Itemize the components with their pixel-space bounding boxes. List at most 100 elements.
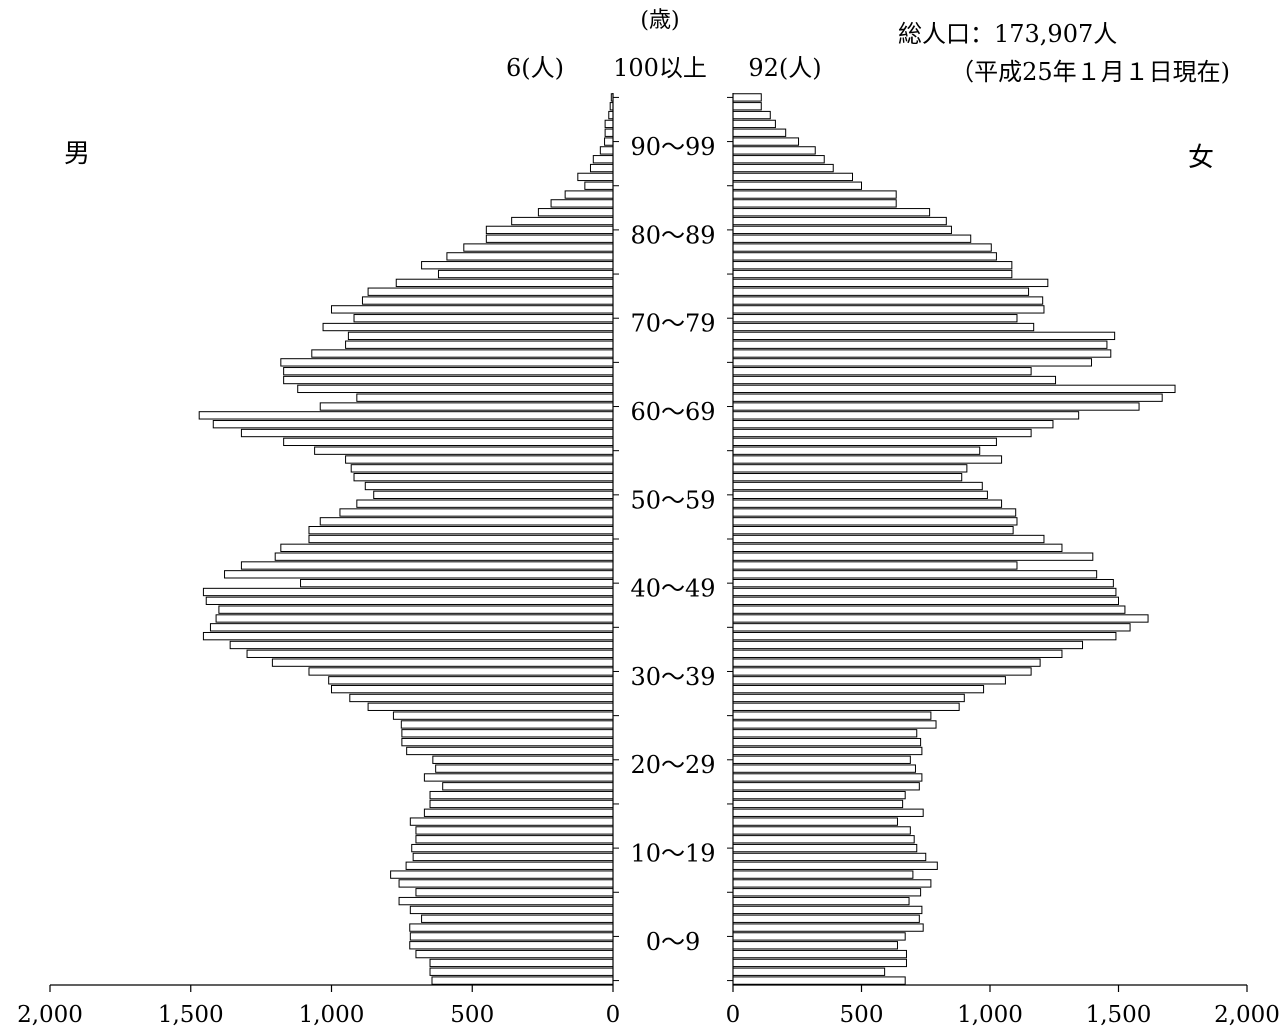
male-bar-age-28 xyxy=(401,729,614,738)
age-group-label-4: 40～49 xyxy=(630,575,715,603)
female-bar-age-55 xyxy=(732,490,988,500)
female-bar-age-77 xyxy=(732,296,1044,305)
female-bar-age-100 xyxy=(732,93,762,102)
female-bar-age-62 xyxy=(732,428,1032,438)
female-bar-age-68 xyxy=(732,375,1057,385)
male-bar-age-85 xyxy=(485,225,614,235)
male-bar-age-34 xyxy=(328,676,614,685)
female-bar-age-35 xyxy=(732,667,1032,676)
female-bar-age-75 xyxy=(732,314,1018,323)
female-bar-age-31 xyxy=(732,702,960,711)
female-bar-age-58 xyxy=(732,464,968,473)
total-population-label: 総人口：173,907人 xyxy=(898,20,1117,48)
female-bar-age-40 xyxy=(732,623,1131,632)
male-x-tick-label-0: 0 xyxy=(606,1002,621,1028)
female-bar-age-65 xyxy=(732,402,1140,411)
female-bar-age-96 xyxy=(732,128,787,137)
female-bar-age-53 xyxy=(732,508,1017,517)
age-group-label-8: 80～89 xyxy=(630,221,715,249)
female-bar-age-71 xyxy=(732,349,1112,358)
female-bar-age-81 xyxy=(732,261,1013,270)
male-bar-age-58 xyxy=(350,464,614,473)
female-bar-age-61 xyxy=(732,437,997,447)
female-bar-age-0 xyxy=(732,976,906,985)
male-bar-age-48 xyxy=(274,552,614,561)
male-bar-age-74 xyxy=(322,322,614,332)
female-top-value-label: 92(人) xyxy=(748,54,821,82)
male-bar-age-50 xyxy=(308,534,614,544)
female-bar-age-74 xyxy=(732,322,1035,332)
male-bar-age-70 xyxy=(280,358,614,367)
male-bar-age-52 xyxy=(319,517,614,526)
female-bar-age-56 xyxy=(732,481,983,491)
male-bar-age-81 xyxy=(421,261,614,270)
male-x-tick-label-1500: 1,500 xyxy=(158,1002,224,1028)
female-bar-age-73 xyxy=(732,331,1116,341)
male-bar-age-55 xyxy=(373,490,614,500)
female-bars xyxy=(732,93,1176,985)
female-bar-age-69 xyxy=(732,367,1032,376)
male-bar-age-95 xyxy=(604,137,614,146)
male-bar-age-42 xyxy=(218,605,614,614)
male-bar-age-59 xyxy=(345,455,614,464)
female-bar-age-83 xyxy=(732,243,992,252)
age-group-label-9: 90～99 xyxy=(630,133,715,161)
female-bar-age-67 xyxy=(732,384,1176,394)
male-bar-age-35 xyxy=(308,667,614,676)
female-bar-age-88 xyxy=(732,199,897,208)
male-bar-age-83 xyxy=(463,243,614,252)
female-bar-age-3 xyxy=(732,949,907,959)
male-bar-age-75 xyxy=(353,314,614,323)
female-bar-age-91 xyxy=(732,172,854,182)
female-bar-age-99 xyxy=(732,102,762,111)
female-bar-age-49 xyxy=(732,543,1063,552)
age-group-label-0: 0～9 xyxy=(646,928,701,956)
male-bar-age-1 xyxy=(429,967,614,976)
male-bar-age-84 xyxy=(485,234,614,243)
male-bar-age-18 xyxy=(409,817,614,826)
female-bar-age-50 xyxy=(732,534,1045,544)
female-bar-age-26 xyxy=(732,746,923,756)
male-bar-age-93 xyxy=(592,155,614,164)
male-x-tick-label-2000: 2,000 xyxy=(17,1002,83,1028)
male-bar-age-19 xyxy=(423,808,614,817)
age-group-label-5: 50～59 xyxy=(630,486,715,514)
female-bar-age-11 xyxy=(732,879,932,888)
female-bar-age-39 xyxy=(732,631,1117,641)
male-bar-age-27 xyxy=(401,737,614,747)
female-bar-age-18 xyxy=(732,817,898,826)
male-bar-age-78 xyxy=(367,287,614,296)
female-bar-age-24 xyxy=(732,764,916,773)
male-bar-age-10 xyxy=(415,888,614,897)
male-bar-age-22 xyxy=(442,782,614,791)
male-bar-age-66 xyxy=(356,393,614,402)
male-bar-age-94 xyxy=(599,146,614,155)
female-bar-age-6 xyxy=(732,923,924,932)
male-bar-age-56 xyxy=(364,481,614,491)
female-bar-age-79 xyxy=(732,278,1049,288)
male-bar-age-60 xyxy=(314,446,614,455)
male-bar-age-46 xyxy=(224,570,614,579)
female-bar-age-98 xyxy=(732,110,771,120)
female-bar-age-30 xyxy=(732,711,932,720)
female-bar-age-16 xyxy=(732,835,915,844)
male-bar-age-64 xyxy=(198,411,614,420)
female-bar-age-84 xyxy=(732,234,972,243)
age-group-label-7: 70～79 xyxy=(630,310,715,338)
male-bar-age-25 xyxy=(432,755,614,764)
female-x-tick-label-2000: 2,000 xyxy=(1214,1002,1280,1028)
male-x-tick-label-1000: 1,000 xyxy=(299,1002,365,1028)
male-bar-age-44 xyxy=(202,587,614,597)
female-bar-age-37 xyxy=(732,649,1063,658)
age-unit-label: (歳) xyxy=(640,8,679,33)
female-bar-age-66 xyxy=(732,393,1163,402)
female-bar-age-76 xyxy=(732,305,1045,314)
female-bar-age-38 xyxy=(732,640,1084,650)
male-bar-age-90 xyxy=(584,181,614,190)
male-bar-age-11 xyxy=(398,879,614,888)
female-bar-age-34 xyxy=(732,676,1006,685)
male-bars xyxy=(198,93,614,985)
male-bar-age-37 xyxy=(246,649,614,658)
female-x-ticks: 0 500 1,000 1,500 2,000 xyxy=(726,985,1280,1028)
